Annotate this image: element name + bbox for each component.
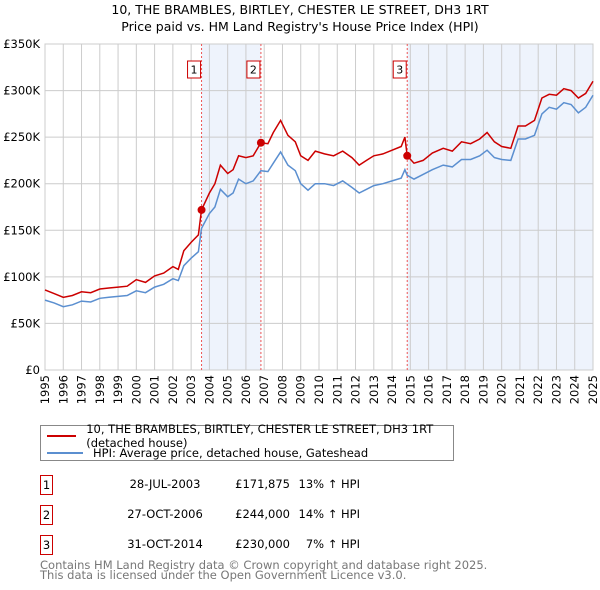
plot-border	[44, 43, 594, 371]
sale-point	[403, 151, 412, 160]
table-row: 3 31-OCT-2014 £230,000 7% ↑ HPI	[40, 535, 440, 555]
legend-label: 10, THE BRAMBLES, BIRTLEY, CHESTER LE ST…	[86, 422, 434, 450]
sale-label-box	[187, 60, 202, 79]
x-tick-label: 2008	[275, 375, 289, 404]
legend-item-property: 10, THE BRAMBLES, BIRTLEY, CHESTER LE ST…	[47, 422, 453, 450]
x-tick-label: 2016	[422, 375, 436, 404]
sale-price: £230,000	[235, 537, 290, 551]
x-tick-label: 2006	[239, 375, 253, 404]
y-tick-label: £200K	[3, 177, 40, 191]
shaded-period	[201, 44, 261, 370]
table-row: 2 27-OCT-2006 £244,000 14% ↑ HPI	[40, 505, 440, 525]
x-tick-label: 2017	[440, 375, 454, 404]
x-tick-label: 1998	[93, 375, 107, 404]
x-tick-label: 2022	[531, 375, 545, 404]
x-tick-label: 2000	[129, 375, 143, 404]
x-tick-label: 2015	[403, 375, 417, 404]
series-line	[44, 94, 594, 308]
x-tick-label: 2007	[257, 375, 271, 404]
chart-title: 10, THE BRAMBLES, BIRTLEY, CHESTER LE ST…	[111, 2, 489, 17]
x-tick-label: 2009	[294, 375, 308, 404]
x-tick-label: 2023	[549, 375, 563, 404]
marker-badge: 1	[40, 475, 53, 495]
y-tick-label: £100K	[3, 270, 40, 284]
x-tick-label: 2019	[476, 375, 490, 404]
x-tick-label: 2013	[367, 375, 381, 404]
shaded-period	[407, 44, 593, 370]
chart-subtitle: Price paid vs. HM Land Registry's House …	[121, 19, 478, 34]
x-tick-label: 2012	[349, 375, 363, 404]
sale-price: £171,875	[235, 477, 290, 491]
x-tick-label: 2004	[202, 375, 216, 404]
x-tick-label: 2025	[586, 375, 600, 404]
legend-label: HPI: Average price, detached house, Gate…	[93, 446, 369, 460]
footer-copyright: Contains HM Land Registry data © Crown c…	[40, 558, 488, 572]
x-tick-label: 1999	[111, 375, 125, 404]
x-tick-label: 1997	[75, 375, 89, 404]
sale-point	[256, 138, 265, 147]
x-tick-label: 2005	[221, 375, 235, 404]
sale-point	[197, 205, 206, 214]
x-tick-label: 2002	[166, 375, 180, 404]
x-tick-label: 2024	[568, 375, 582, 404]
sale-date: 31-OCT-2014	[127, 537, 203, 551]
x-tick-label: 1995	[38, 375, 52, 404]
x-tick-label: 2021	[513, 375, 527, 404]
x-tick-label: 2020	[495, 375, 509, 404]
y-tick-label: £250K	[3, 130, 40, 144]
series-line	[44, 80, 594, 299]
sale-label: 1	[191, 64, 198, 77]
y-tick-label: £50K	[11, 316, 41, 330]
x-tick-label: 2001	[148, 375, 162, 404]
y-tick-label: £150K	[3, 223, 40, 237]
sale-date: 28-JUL-2003	[129, 477, 201, 491]
y-tick-label: £300K	[3, 84, 40, 98]
x-tick-label: 2011	[330, 375, 344, 404]
marker-badge: 2	[40, 505, 53, 525]
x-tick-label: 2018	[458, 375, 472, 404]
marker-badge: 3	[40, 535, 53, 555]
legend: 10, THE BRAMBLES, BIRTLEY, CHESTER LE ST…	[40, 422, 454, 461]
footer-licence: This data is licensed under the Open Gov…	[40, 568, 407, 582]
y-tick-label: £0	[25, 363, 40, 377]
legend-item-hpi: HPI: Average price, detached house, Gate…	[47, 445, 368, 461]
hpi-diff: 14% ↑ HPI	[298, 507, 360, 521]
sale-label: 2	[250, 64, 257, 77]
legend-swatch-blue	[47, 452, 83, 454]
footer: Contains HM Land Registry data © Crown c…	[40, 558, 488, 582]
sale-label-box	[392, 60, 407, 79]
hpi-diff: 7% ↑ HPI	[305, 537, 360, 551]
y-tick-label: £350K	[3, 37, 40, 51]
sale-label: 3	[396, 64, 403, 77]
x-tick-label: 2014	[385, 375, 399, 404]
price-chart: 10, THE BRAMBLES, BIRTLEY, CHESTER LE ST…	[3, 2, 600, 404]
sale-label-box	[246, 60, 261, 79]
table-row: 1 28-JUL-2003 £171,875 13% ↑ HPI	[40, 475, 440, 495]
sale-price: £244,000	[235, 507, 290, 521]
legend-swatch-red	[47, 435, 77, 437]
hpi-diff: 13% ↑ HPI	[298, 477, 360, 491]
x-tick-label: 2003	[184, 375, 198, 404]
sale-date: 27-OCT-2006	[127, 507, 203, 521]
x-tick-label: 1996	[56, 375, 70, 404]
x-tick-label: 2010	[312, 375, 326, 404]
